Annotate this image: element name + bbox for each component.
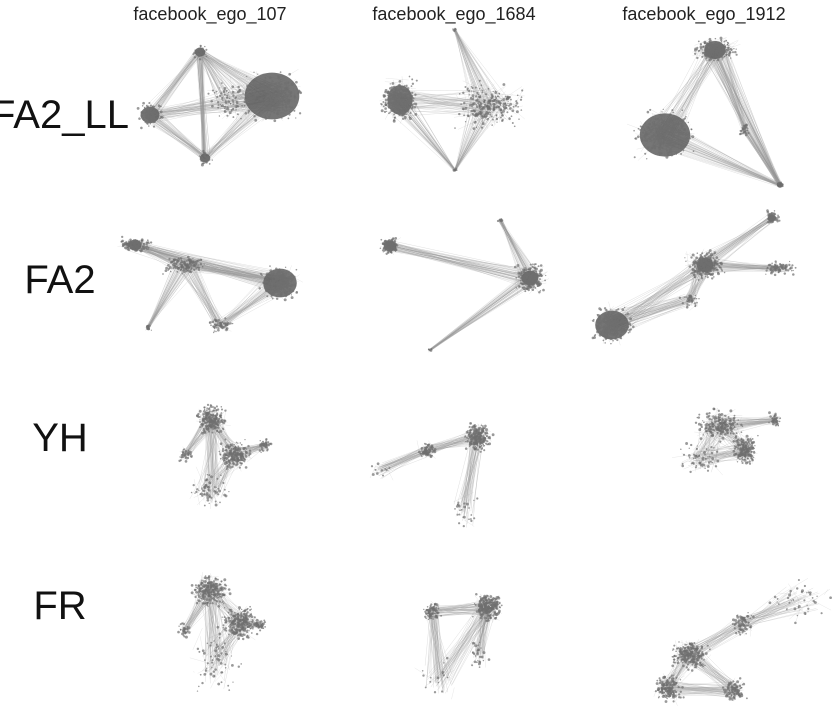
cluster-ego107-fa2-3 <box>144 324 152 331</box>
cluster-ego1684-fr-1 <box>423 600 443 621</box>
network-ego107-fa2 <box>117 235 303 334</box>
cluster-ego1912-fa2-2 <box>765 209 781 224</box>
cluster-ego1912-fa2-0 <box>590 301 637 346</box>
cluster-ego1912-fr-3 <box>731 611 755 637</box>
edges-ego1912-fa2ll <box>643 41 783 188</box>
network-ego107-fr <box>177 572 267 692</box>
network-ego1912-fa2 <box>590 209 797 346</box>
cluster-ego1684-fa2-3 <box>427 347 433 353</box>
network-ego107-fa2ll <box>136 44 303 167</box>
cluster-ego1912-yh-2 <box>768 411 782 427</box>
cluster-ego107-fa2-4 <box>208 317 234 334</box>
row-label-yh: YH <box>32 416 88 460</box>
cluster-ego107-fa2ll-1 <box>136 101 164 130</box>
cluster-ego107-fr-0 <box>190 572 232 609</box>
cluster-ego1684-fa2ll-2 <box>452 27 457 33</box>
cluster-ego1912-fa2-3 <box>765 260 797 277</box>
cluster-ego107-fa2-2 <box>258 265 303 302</box>
network-ego1912-fr <box>653 578 832 706</box>
row-label-fa2-ll: FA2_LL <box>0 93 129 137</box>
cluster-ego1912-fa2ll-2 <box>776 181 784 188</box>
cluster-ego1912-fr-4 <box>768 578 832 625</box>
cluster-ego107-fr-1 <box>219 605 259 641</box>
cluster-ego1912-fa2ll-0 <box>626 108 697 161</box>
cluster-ego1684-fa2-0 <box>379 236 401 255</box>
cluster-ego107-fa2-1 <box>162 255 209 275</box>
network-ego1912-yh <box>671 407 782 476</box>
cluster-ego107-fr-4 <box>189 622 242 692</box>
network-ego1912-fa2ll <box>626 36 784 188</box>
row-label-fa2: FA2 <box>24 258 96 302</box>
cluster-ego107-yh-1 <box>218 438 252 472</box>
edges-ego107-fa2 <box>122 240 294 331</box>
row-label-fr: FR <box>33 584 87 628</box>
cluster-ego1684-fa2ll-1 <box>453 78 525 130</box>
cluster-ego1684-yh-2 <box>453 492 479 528</box>
network-ego1684-fa2 <box>379 218 549 353</box>
edges-ego1684-fa2 <box>384 218 539 352</box>
cluster-ego1912-fr-0 <box>671 638 712 672</box>
cluster-ego107-yh-0 <box>195 403 231 440</box>
cluster-ego107-fr-2 <box>177 621 192 639</box>
cluster-ego1684-yh-0 <box>464 422 495 453</box>
cluster-ego1684-yh-1 <box>416 440 438 459</box>
network-ego107-yh <box>178 403 273 509</box>
cluster-ego107-yh-2 <box>178 446 194 463</box>
cluster-ego1912-fr-1 <box>653 672 685 706</box>
network-ego1684-fr <box>414 593 503 700</box>
cluster-ego107-fa2ll-4 <box>207 75 255 122</box>
cluster-ego1684-fr-3 <box>414 656 455 700</box>
column-title-ego-1684: facebook_ego_1684 <box>372 4 536 24</box>
cluster-ego107-yh-3 <box>258 437 273 454</box>
column-title-ego-107: facebook_ego_107 <box>133 4 287 24</box>
edges-ego1684-fa2ll <box>388 28 512 172</box>
cluster-ego1684-fr-2 <box>470 641 491 668</box>
cluster-ego1684-fr-0 <box>472 593 503 625</box>
cluster-ego1912-yh-1 <box>732 434 759 465</box>
network-ego1684-fa2ll <box>379 27 525 172</box>
cluster-ego1684-fa2ll-3 <box>452 167 458 172</box>
cluster-ego1684-fa2ll-0 <box>379 75 421 124</box>
cluster-ego107-fa2ll-2 <box>198 149 213 167</box>
cluster-ego1912-fa2ll-3 <box>738 123 751 137</box>
cluster-ego1912-yh-0 <box>694 407 747 444</box>
cluster-ego107-fa2-0 <box>117 235 153 253</box>
cluster-ego1684-fa2-1 <box>512 263 549 296</box>
network-ego1684-yh <box>369 422 495 528</box>
cluster-ego107-fa2ll-0 <box>192 44 208 61</box>
column-title-ego-1912: facebook_ego_1912 <box>622 4 786 24</box>
cluster-ego1912-fa2ll-1 <box>692 36 741 62</box>
cluster-ego1912-fr-2 <box>721 677 748 702</box>
cluster-ego107-yh-4 <box>189 464 230 509</box>
cluster-ego1912-fa2-1 <box>684 248 726 281</box>
cluster-ego1912-yh-3 <box>671 437 723 476</box>
cluster-ego1912-fa2-4 <box>678 290 700 311</box>
cluster-ego1684-yh-3 <box>369 462 394 481</box>
cluster-ego107-fr-3 <box>253 618 267 632</box>
cluster-ego1684-fa2-2 <box>496 218 505 223</box>
